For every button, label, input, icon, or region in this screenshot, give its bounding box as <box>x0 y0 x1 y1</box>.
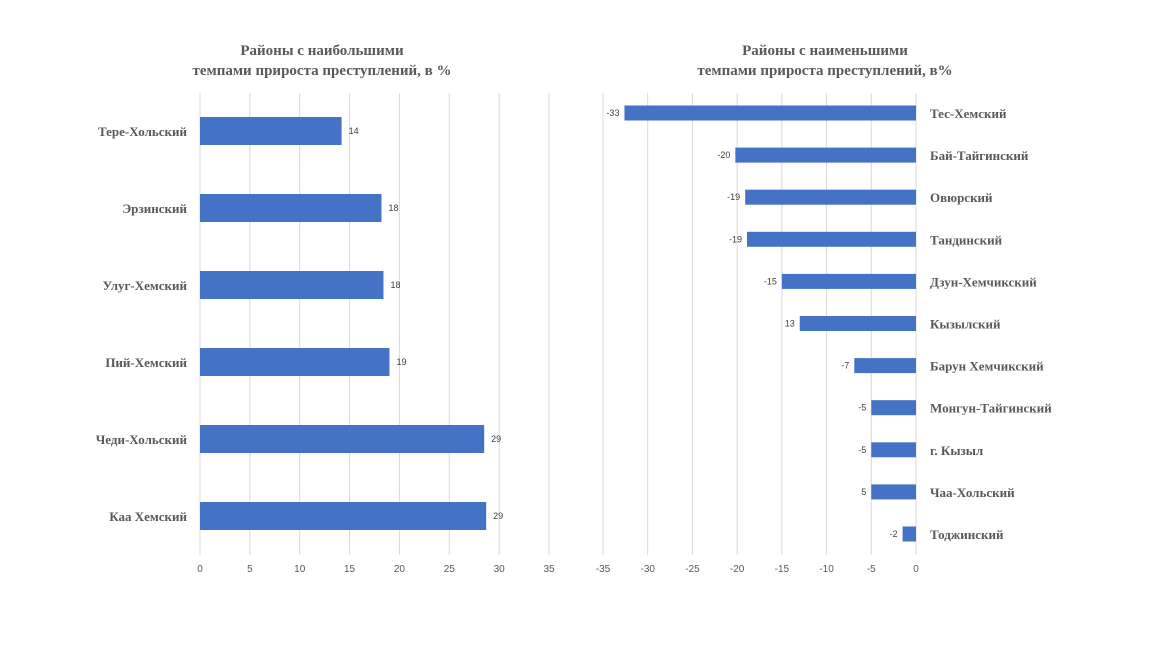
data-label: -2 <box>890 529 898 539</box>
x-tick-label: 30 <box>494 564 506 575</box>
left-chart-title-line-1: Районы с наибольшими <box>240 43 404 59</box>
category-label: Тандинский <box>930 232 1003 247</box>
data-label: -5 <box>858 445 866 455</box>
right-chart-title-line-1: Районы с наименьшими <box>742 43 908 59</box>
left-chart-highest-growth: Районы с наибольшими темпами прироста пр… <box>96 43 555 575</box>
category-label: Монгун-Тайгинский <box>930 401 1052 416</box>
category-label: Тоджинский <box>930 527 1004 542</box>
data-label: 18 <box>390 280 400 290</box>
data-label: 13 <box>785 319 795 329</box>
x-tick-label: -10 <box>819 564 834 575</box>
data-label: -5 <box>858 403 866 413</box>
bar <box>200 502 487 530</box>
bar <box>854 358 916 374</box>
data-label: 19 <box>396 357 406 367</box>
data-label: -19 <box>729 234 742 244</box>
x-tick-label: 20 <box>394 564 406 575</box>
x-tick-label: 15 <box>344 564 356 575</box>
data-label: 29 <box>491 434 501 444</box>
bar <box>871 484 916 500</box>
x-tick-label: 25 <box>444 564 456 575</box>
bar <box>200 194 382 222</box>
x-tick-label: -15 <box>775 564 790 575</box>
data-label: -19 <box>727 192 740 202</box>
right-chart-title-line-2: темпами прироста преступлений, в% <box>697 63 952 79</box>
category-label: Улуг-Хемский <box>103 278 188 293</box>
bar <box>871 442 916 458</box>
bar <box>746 231 916 247</box>
category-label: Тере-Хольский <box>98 124 188 139</box>
bar <box>200 348 390 376</box>
category-label: г. Кызыл <box>930 443 983 458</box>
category-label: Пий-Хемский <box>105 355 187 370</box>
bar <box>200 271 384 299</box>
bar <box>871 400 916 416</box>
x-tick-label: -30 <box>640 564 655 575</box>
category-label: Бай-Тайгинский <box>930 148 1029 163</box>
bar <box>745 189 916 205</box>
x-tick-label: 35 <box>543 564 555 575</box>
x-tick-label: 0 <box>913 564 919 575</box>
x-tick-label: 10 <box>294 564 306 575</box>
category-label: Дзун-Хемчикский <box>930 274 1037 289</box>
bar <box>799 316 916 331</box>
data-label: -20 <box>717 150 730 160</box>
left-chart-title-line-2: темпами прироста преступлений, в % <box>192 63 451 79</box>
x-tick-label: 5 <box>247 564 253 575</box>
bar <box>735 147 916 163</box>
data-label: 14 <box>349 126 359 136</box>
data-label: 29 <box>493 511 503 521</box>
data-label: 5 <box>861 487 866 497</box>
right-chart-lowest-growth: Районы с наименьшими темпами прироста пр… <box>596 43 1053 575</box>
x-tick-label: -25 <box>685 564 700 575</box>
data-label: 18 <box>388 203 398 213</box>
x-tick-label: -5 <box>867 564 876 575</box>
category-label: Кызылский <box>930 317 1001 332</box>
category-label: Овюрский <box>930 190 993 205</box>
category-label: Барун Хемчикский <box>930 359 1044 374</box>
x-tick-label: -20 <box>730 564 745 575</box>
category-label: Каа Хемский <box>109 509 187 524</box>
data-label: -33 <box>606 108 619 118</box>
x-tick-label: -35 <box>596 564 611 575</box>
bar <box>624 105 916 121</box>
category-label: Чеди-Хольский <box>96 432 188 447</box>
data-label: -7 <box>841 361 849 371</box>
data-label: -15 <box>764 276 777 286</box>
bar <box>200 425 485 453</box>
category-label: Тес-Хемский <box>930 106 1007 121</box>
category-label: Чаа-Хольский <box>930 485 1015 500</box>
category-label: Эрзинский <box>122 201 187 216</box>
x-tick-label: 0 <box>197 564 203 575</box>
bar <box>200 117 342 145</box>
bar <box>902 526 916 542</box>
bar <box>781 273 916 289</box>
